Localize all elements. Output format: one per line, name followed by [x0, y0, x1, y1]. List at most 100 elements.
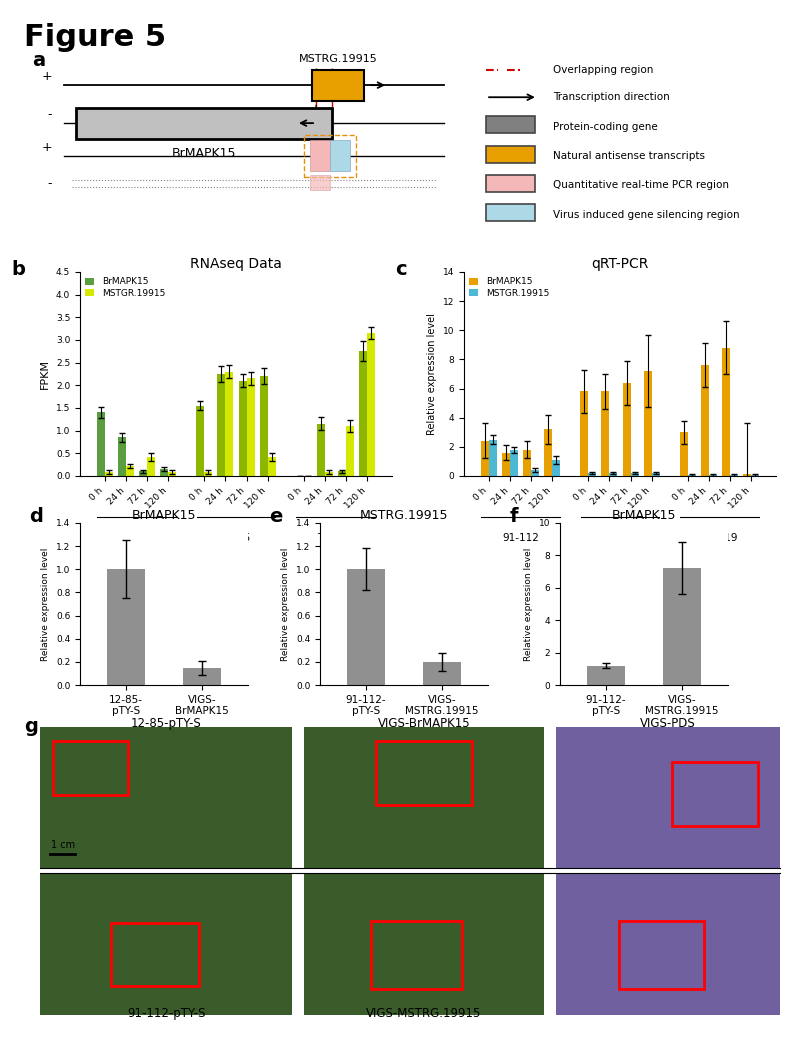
- Text: 12-85-pTY-S: 12-85-pTY-S: [130, 717, 202, 729]
- Bar: [486, 116, 534, 134]
- Bar: [663, 568, 702, 685]
- Bar: [588, 473, 596, 476]
- Bar: [346, 569, 385, 685]
- Bar: [139, 472, 147, 476]
- Text: a: a: [32, 50, 45, 70]
- Text: c: c: [395, 259, 407, 278]
- Text: VIGS-BrMAPK15: VIGS-BrMAPK15: [378, 717, 470, 729]
- Bar: [196, 406, 204, 476]
- Bar: [486, 145, 534, 163]
- Bar: [268, 457, 276, 476]
- Bar: [53, 741, 128, 795]
- Text: 91-112: 91-112: [118, 533, 155, 543]
- Title: MSTRG.19915: MSTRG.19915: [360, 508, 448, 522]
- Title: qRT-PCR: qRT-PCR: [591, 257, 649, 271]
- Text: T12-19: T12-19: [317, 533, 354, 543]
- Text: Quantitative real-time PCR region: Quantitative real-time PCR region: [553, 180, 729, 190]
- Bar: [367, 334, 375, 476]
- Text: 12-85: 12-85: [605, 533, 635, 543]
- Text: b: b: [11, 259, 26, 278]
- Bar: [722, 347, 730, 476]
- Bar: [218, 373, 226, 476]
- Text: 1 cm: 1 cm: [50, 840, 74, 849]
- Text: Figure 5: Figure 5: [24, 23, 166, 52]
- Text: Overlapping region: Overlapping region: [553, 65, 654, 74]
- Bar: [743, 475, 751, 476]
- Text: d: d: [30, 507, 43, 526]
- Text: -: -: [47, 177, 52, 190]
- Bar: [260, 377, 268, 476]
- Bar: [310, 140, 330, 172]
- Title: RNAseq Data: RNAseq Data: [190, 257, 282, 271]
- Bar: [359, 351, 367, 476]
- Text: -: -: [47, 109, 52, 121]
- Bar: [346, 426, 354, 476]
- Bar: [544, 429, 552, 476]
- Title: BrMAPK15: BrMAPK15: [612, 508, 676, 522]
- Bar: [552, 460, 560, 476]
- Bar: [481, 441, 489, 476]
- Bar: [701, 365, 709, 476]
- Bar: [680, 432, 688, 476]
- Text: g: g: [24, 717, 38, 735]
- Bar: [630, 473, 638, 476]
- Text: Natural antisense transcripts: Natural antisense transcripts: [553, 151, 705, 161]
- Text: VIGS-MSTRG.19915: VIGS-MSTRG.19915: [366, 1007, 482, 1020]
- Text: BrMAPK15: BrMAPK15: [172, 147, 236, 160]
- Bar: [330, 140, 350, 172]
- Text: +: +: [42, 141, 52, 154]
- Text: f: f: [510, 507, 518, 526]
- Bar: [105, 473, 113, 476]
- Bar: [168, 473, 176, 476]
- Bar: [423, 662, 462, 685]
- Bar: [76, 108, 332, 139]
- Bar: [673, 763, 758, 826]
- Bar: [310, 175, 330, 190]
- Bar: [118, 437, 126, 476]
- Text: MSTRG.19915: MSTRG.19915: [298, 54, 378, 65]
- Bar: [502, 453, 510, 476]
- Bar: [489, 439, 497, 476]
- Bar: [338, 472, 346, 476]
- Bar: [312, 70, 364, 100]
- Text: 34 bp: 34 bp: [282, 111, 314, 121]
- Bar: [246, 379, 254, 476]
- Bar: [160, 469, 168, 476]
- Bar: [580, 391, 588, 476]
- Legend: BrMAPK15, MSTGR.19915: BrMAPK15, MSTGR.19915: [85, 276, 166, 299]
- Bar: [602, 391, 610, 476]
- Bar: [610, 473, 618, 476]
- Bar: [147, 457, 155, 476]
- Bar: [126, 465, 134, 476]
- Bar: [523, 450, 531, 476]
- Y-axis label: Relative expression level: Relative expression level: [42, 547, 50, 661]
- Bar: [618, 922, 704, 990]
- Bar: [644, 371, 652, 476]
- Text: Virus induced gene silencing region: Virus induced gene silencing region: [553, 209, 739, 220]
- Text: 91-112: 91-112: [502, 533, 539, 543]
- Bar: [531, 470, 539, 476]
- Bar: [317, 424, 325, 476]
- Bar: [510, 450, 518, 476]
- Bar: [622, 383, 630, 476]
- Bar: [486, 175, 534, 192]
- Bar: [652, 473, 660, 476]
- Bar: [376, 741, 472, 804]
- Bar: [226, 371, 234, 476]
- Text: e: e: [270, 507, 283, 526]
- Bar: [304, 135, 356, 177]
- Bar: [238, 381, 246, 476]
- Text: +: +: [42, 70, 52, 84]
- Text: T12-19: T12-19: [701, 533, 738, 543]
- Bar: [183, 667, 222, 685]
- Title: BrMAPK15: BrMAPK15: [132, 508, 196, 522]
- Bar: [586, 665, 625, 685]
- Text: Protein-coding gene: Protein-coding gene: [553, 121, 658, 132]
- Y-axis label: FPKM: FPKM: [40, 359, 50, 389]
- Bar: [204, 473, 212, 476]
- Bar: [97, 412, 105, 476]
- Bar: [371, 922, 462, 990]
- Text: VIGS-PDS: VIGS-PDS: [640, 717, 696, 729]
- Legend: BrMAPK15, MSTGR.19915: BrMAPK15, MSTGR.19915: [469, 276, 550, 299]
- Y-axis label: Relative expression level: Relative expression level: [282, 547, 290, 661]
